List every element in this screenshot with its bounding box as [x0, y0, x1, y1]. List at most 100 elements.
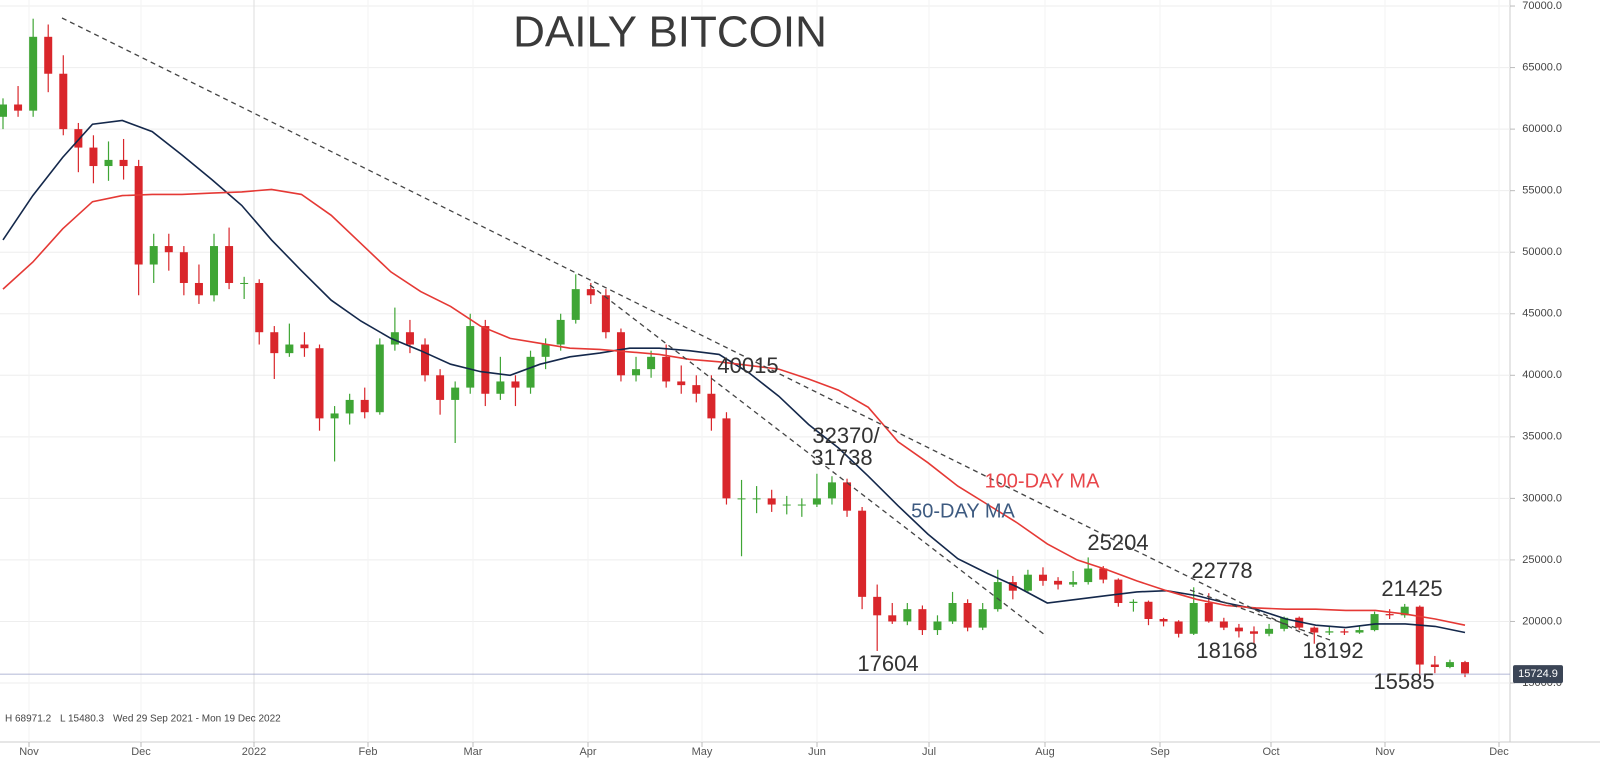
x-tick-label: Feb: [359, 746, 378, 758]
x-tick-label: Nov: [1375, 746, 1395, 758]
candle-body: [978, 609, 987, 628]
candle-body: [556, 319, 565, 345]
candle-body: [692, 385, 701, 394]
candle-body: [466, 326, 475, 388]
annotation: 18168: [1196, 638, 1257, 663]
candle-body: [1340, 631, 1349, 633]
candle-body: [225, 246, 234, 283]
candle-body: [390, 332, 399, 345]
candle-body: [903, 609, 912, 622]
x-tick-label: Mar: [464, 746, 483, 758]
candle-body: [843, 482, 852, 511]
annotation: 32370/: [812, 423, 880, 448]
candle-body: [827, 482, 836, 499]
candle-body: [375, 344, 384, 413]
candle-body: [451, 387, 460, 400]
candle-body: [164, 246, 173, 253]
x-tick-label: Jun: [808, 746, 826, 758]
candle-body: [1023, 574, 1032, 591]
candle-body: [1385, 614, 1394, 616]
candle-body: [240, 282, 249, 284]
x-tick-label: Apr: [579, 746, 596, 758]
candle-body: [29, 36, 38, 111]
candle-body: [888, 615, 897, 622]
ma100-label: 100-DAY MA: [985, 470, 1101, 492]
candle-body: [1370, 614, 1379, 631]
annotation: 18192: [1302, 638, 1363, 663]
candle-body: [1234, 627, 1243, 632]
candle-body: [1400, 606, 1409, 616]
candle-body: [421, 344, 430, 376]
annotation: 40015: [717, 353, 778, 378]
annotation: 25204: [1087, 530, 1148, 555]
candle-body: [300, 344, 309, 349]
chart-title: DAILY BITCOIN: [513, 8, 827, 57]
candle-body: [1265, 628, 1274, 634]
candle-body: [149, 246, 158, 265]
x-tick-label: Sep: [1150, 746, 1170, 758]
candle-body: [1204, 603, 1213, 622]
candle-body: [59, 73, 68, 130]
y-tick-label: 40000.0: [1522, 369, 1562, 381]
candle-body: [948, 603, 957, 622]
candle-body: [993, 582, 1002, 610]
x-tick-label: Oct: [1262, 746, 1279, 758]
annotation: 31738: [811, 445, 872, 470]
candle-body: [586, 289, 595, 296]
candle-body: [210, 246, 219, 296]
annotation: 21425: [1381, 576, 1442, 601]
candle-body: [1189, 603, 1198, 634]
candle-body: [1295, 617, 1304, 628]
candle-body: [601, 295, 610, 333]
candle-body: [119, 159, 128, 167]
candle-body: [1325, 631, 1334, 633]
annotation: 22778: [1191, 558, 1252, 583]
candle-body: [14, 104, 23, 111]
candle-body: [526, 356, 535, 388]
candle-body: [933, 621, 942, 631]
y-tick-label: 20000.0: [1522, 615, 1562, 627]
candle-body: [511, 381, 520, 388]
candle-body: [104, 159, 113, 167]
y-tick-label: 70000.0: [1522, 0, 1562, 12]
candle-body: [134, 166, 143, 265]
trend-lines: [61, 17, 1331, 641]
candle-body: [1249, 631, 1258, 634]
candle-body: [767, 498, 776, 505]
candle-body: [496, 381, 505, 394]
candle-body: [1355, 630, 1364, 633]
ma50-label: 50-DAY MA: [911, 500, 1015, 522]
candle-body: [405, 332, 414, 345]
candle-body: [1054, 580, 1063, 585]
candle-body: [571, 289, 580, 320]
x-tick-label: Nov: [19, 746, 39, 758]
candle-body: [315, 348, 324, 419]
candle-body: [436, 375, 445, 400]
candle-body: [616, 332, 625, 376]
moving-average: [2, 188, 1466, 626]
annotation: 17604: [857, 651, 918, 676]
candle-body: [722, 418, 731, 499]
candle-body: [737, 498, 746, 500]
candle-body: [1445, 662, 1454, 668]
y-tick-label: 65000.0: [1522, 61, 1562, 73]
trend-line: [589, 284, 1046, 636]
candle-body: [1084, 568, 1093, 583]
candle-body: [662, 356, 671, 382]
candle-body: [1310, 627, 1319, 633]
candle-body: [1129, 601, 1138, 604]
y-tick-label: 30000.0: [1522, 492, 1562, 504]
x-tick-label: May: [692, 746, 713, 758]
candle-body: [330, 413, 339, 419]
annotation: 15585: [1373, 669, 1434, 694]
x-tick-label: Aug: [1035, 746, 1055, 758]
candle-body: [345, 399, 354, 414]
x-tick-label: Jul: [922, 746, 936, 758]
candle-body: [647, 356, 656, 370]
last-price-box: [1513, 665, 1563, 684]
candle-body: [89, 147, 98, 167]
candle-body: [1099, 568, 1108, 580]
info-high: H 68971.2: [5, 714, 52, 725]
trend-line: [61, 17, 1311, 638]
candle-body: [782, 504, 791, 506]
